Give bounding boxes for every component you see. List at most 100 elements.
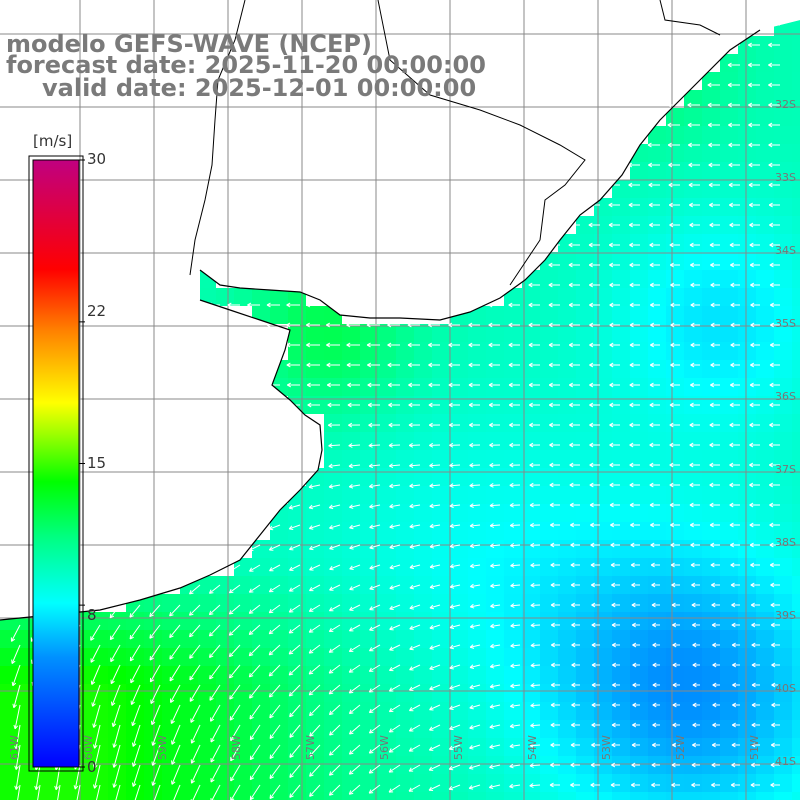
- wind-arrow: [368, 422, 381, 428]
- wind-arrow: [308, 664, 321, 675]
- wind-arrow: [609, 422, 620, 428]
- wind-arrow: [349, 504, 361, 509]
- wind-arrow: [489, 482, 501, 488]
- wind-arrow: [508, 402, 520, 408]
- wind-arrow: [632, 662, 640, 668]
- wind-arrow: [769, 242, 780, 248]
- wind-arrow: [248, 584, 261, 593]
- wind-arrow: [528, 402, 540, 408]
- wind-arrow: [570, 562, 580, 568]
- wind-arrow: [10, 624, 21, 642]
- wind-arrow: [288, 524, 301, 530]
- wind-arrow: [91, 684, 101, 707]
- wind-arrow: [769, 222, 780, 228]
- wind-arrow: [670, 342, 680, 348]
- wind-arrow: [349, 604, 361, 611]
- wind-arrow: [571, 602, 580, 608]
- wind-arrow: [346, 342, 360, 348]
- wind-arrow: [652, 642, 660, 648]
- wind-arrow: [369, 644, 381, 652]
- wind-arrow: [589, 362, 600, 368]
- longitude-label: 61W: [8, 735, 21, 760]
- wind-arrow: [249, 784, 261, 800]
- wind-arrow: [670, 542, 680, 548]
- wind-arrow: [112, 724, 121, 748]
- wind-arrow: [407, 342, 420, 348]
- wind-arrow: [409, 503, 421, 509]
- wind-arrow: [550, 742, 560, 748]
- wind-arrow: [632, 722, 640, 728]
- wind-arrow: [449, 724, 461, 731]
- wind-arrow: [387, 382, 400, 388]
- wind-arrow: [429, 543, 441, 549]
- wind-arrow: [748, 42, 760, 48]
- wind-arrow: [709, 202, 720, 208]
- model-title: modelo GEFS-WAVE (NCEP): [6, 30, 372, 58]
- wind-arrow: [488, 322, 500, 328]
- wind-arrow: [568, 282, 580, 288]
- wind-arrow: [571, 682, 580, 688]
- wind-arrow: [388, 463, 401, 469]
- wind-arrow: [769, 482, 780, 488]
- wind-arrow: [632, 682, 640, 688]
- wind-arrow: [92, 724, 101, 749]
- wind-arrow: [469, 724, 481, 730]
- wind-arrow: [13, 704, 21, 730]
- wind-arrow: [248, 624, 261, 636]
- wind-arrow: [690, 542, 700, 548]
- wind-arrow: [349, 524, 361, 530]
- wind-arrow: [750, 562, 760, 568]
- wind-arrow: [348, 744, 361, 755]
- wind-arrow: [529, 502, 541, 508]
- wind-arrow: [731, 722, 740, 728]
- wind-arrow: [648, 182, 660, 188]
- wind-arrow: [409, 684, 421, 691]
- wind-arrow: [230, 744, 241, 762]
- wind-arrow: [669, 482, 680, 488]
- wind-arrow: [328, 463, 341, 469]
- wind-arrow: [751, 642, 760, 648]
- wind-arrow: [449, 604, 461, 609]
- wind-arrow: [388, 784, 401, 793]
- wind-arrow: [449, 503, 461, 509]
- wind-arrow: [729, 522, 740, 528]
- wind-arrow: [548, 362, 560, 368]
- wind-arrow: [631, 602, 640, 608]
- wind-arrow: [708, 142, 720, 148]
- wind-arrow: [709, 222, 720, 228]
- wind-arrow: [489, 704, 501, 709]
- wind-arrow: [210, 724, 221, 743]
- colorbar-tick-label: 0: [87, 758, 97, 776]
- wind-arrow: [469, 442, 481, 448]
- wind-arrow: [769, 382, 780, 388]
- wind-arrow: [590, 762, 600, 768]
- wind-arrow: [249, 704, 261, 720]
- wind-arrow: [289, 724, 301, 738]
- wind-arrow: [347, 402, 360, 408]
- wind-arrow: [669, 442, 680, 448]
- wind-arrow: [509, 422, 521, 428]
- wind-arrow: [569, 482, 580, 488]
- wind-arrow: [407, 362, 420, 368]
- wind-arrow: [652, 722, 660, 728]
- wind-arrow: [326, 342, 340, 348]
- wind-arrow: [73, 764, 81, 790]
- wind-arrow: [368, 664, 381, 672]
- wind-arrow: [691, 782, 700, 788]
- wind-arrow: [346, 362, 360, 368]
- wind-arrow: [770, 302, 780, 308]
- wind-arrow: [288, 644, 301, 655]
- wind-arrow: [729, 202, 740, 208]
- wind-arrow: [189, 604, 201, 616]
- wind-arrow: [670, 302, 680, 308]
- wind-arrow: [612, 642, 620, 648]
- wind-arrow: [649, 282, 660, 288]
- wind-arrow: [429, 664, 441, 671]
- wind-arrow: [569, 382, 580, 388]
- wind-arrow: [171, 764, 181, 785]
- wind-arrow: [550, 682, 560, 688]
- wind-arrow: [388, 443, 401, 448]
- wind-arrow: [530, 683, 541, 688]
- wind-arrow: [710, 302, 720, 308]
- wind-arrow: [650, 522, 660, 528]
